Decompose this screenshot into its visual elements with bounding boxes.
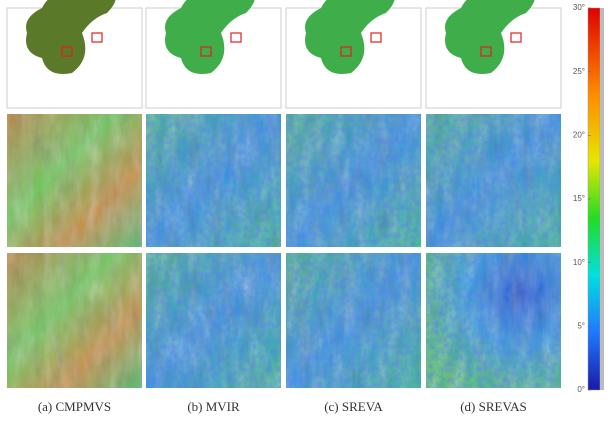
detail-texture xyxy=(286,253,421,388)
overview-model xyxy=(165,0,255,74)
colorbar-tick-label: 0° xyxy=(577,385,585,394)
detail-texture xyxy=(7,114,142,247)
detail-texture xyxy=(146,253,281,388)
colorbar-tick-label: 5° xyxy=(577,321,585,330)
panel-caption: (a) CMPMVS xyxy=(38,399,111,414)
overview-model xyxy=(26,0,116,74)
colorbar-tick-label: 25° xyxy=(573,67,585,76)
roi xyxy=(340,46,352,57)
panel-caption: (b) MVIR xyxy=(187,399,240,414)
roi xyxy=(370,32,382,43)
roi xyxy=(61,46,73,57)
roi xyxy=(480,46,492,57)
panel-caption: (c) SREVA xyxy=(324,399,383,414)
colorbar-tick-label: 10° xyxy=(573,258,585,267)
panel-caption: (d) SREVAS xyxy=(460,399,527,414)
detail-texture xyxy=(426,253,561,388)
panels xyxy=(6,0,562,388)
colorbar-tick-label: 15° xyxy=(573,194,585,203)
roi xyxy=(200,46,212,57)
detail-texture xyxy=(286,114,421,247)
colorbar-edge xyxy=(600,8,604,390)
detail-texture xyxy=(426,114,561,247)
detail-texture xyxy=(7,253,142,388)
overview-model xyxy=(445,0,535,74)
roi xyxy=(230,32,242,43)
overview-model xyxy=(305,0,395,74)
colorbar-tick-label: 30° xyxy=(573,3,585,12)
captions: (a) CMPMVS (b) MVIR (c) SREVA (d) SREVAS xyxy=(38,399,527,414)
detail-texture xyxy=(146,114,281,247)
roi xyxy=(91,32,103,43)
colorbar-tick-label: 20° xyxy=(573,130,585,139)
roi xyxy=(510,32,522,43)
colorbar-ticks: 0° 5° 10° 15° 20° 25° 30° xyxy=(573,3,591,394)
